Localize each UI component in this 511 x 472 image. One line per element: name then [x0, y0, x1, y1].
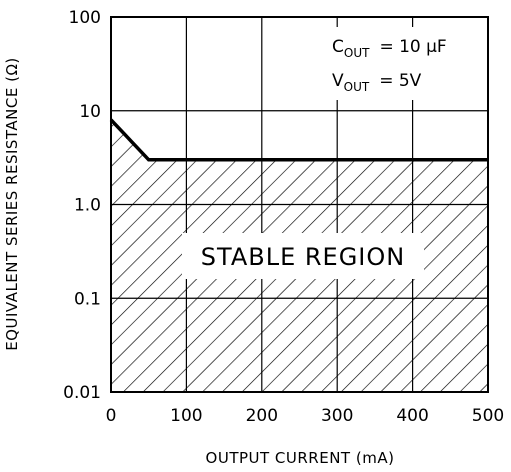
- y-tick-label: 10: [79, 102, 101, 122]
- stable-region-text: STABLE REGION: [201, 243, 405, 271]
- grid-lines: [111, 17, 488, 392]
- y-tick-label: 0.01: [63, 383, 101, 403]
- esr-boundary-line: [109, 118, 488, 162]
- y-tick-label: 0.1: [74, 289, 101, 309]
- x-tick-label: 500: [472, 406, 504, 426]
- vout-annotation: VOUT = 5V: [332, 71, 422, 94]
- x-axis-title: OUTPUT CURRENT (mA): [206, 449, 395, 467]
- cout-annotation: COUT = 10 μF: [332, 37, 447, 60]
- y-tick-label: 1.0: [74, 196, 101, 216]
- x-tick-label: 100: [170, 406, 202, 426]
- y-axis-title: EQUIVALENT SERIES RESISTANCE (Ω): [3, 57, 21, 351]
- stable-region-label: STABLE REGION: [182, 233, 424, 279]
- x-tick-label: 200: [246, 406, 278, 426]
- legend-box: COUT = 10 μF VOUT = 5V: [322, 27, 478, 100]
- x-axis-ticks: 0 100 200 300 400 500: [106, 406, 505, 426]
- plot-frame: [110, 16, 489, 393]
- y-tick-label: 100: [69, 8, 101, 28]
- x-tick-label: 300: [321, 406, 353, 426]
- x-tick-label: 0: [106, 406, 117, 426]
- y-axis-ticks: 0.01 0.1 1.0 10 100: [63, 8, 101, 403]
- x-tick-label: 400: [396, 406, 428, 426]
